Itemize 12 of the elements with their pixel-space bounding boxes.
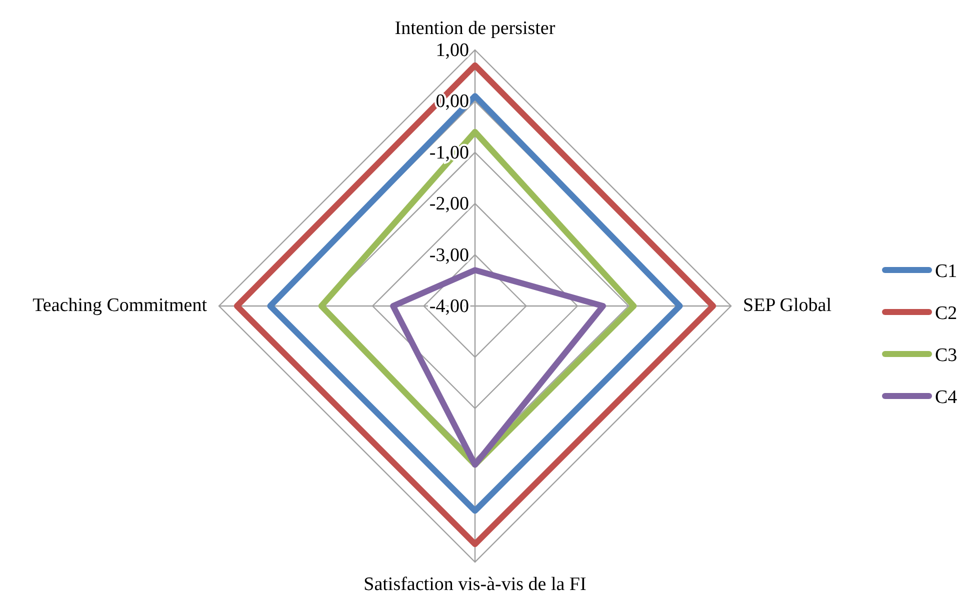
- y-tick-label: 1,00: [436, 40, 469, 61]
- legend-label: C2: [935, 303, 958, 324]
- spoke-label: Intention de persister: [394, 18, 556, 39]
- legend-label: C4: [935, 387, 958, 408]
- y-tick-label: -4,00: [429, 296, 469, 317]
- spoke-label: Satisfaction vis-à-vis de la FI: [364, 574, 586, 595]
- spoke-label: Teaching Commitment: [32, 295, 208, 316]
- legend-label: C1: [935, 261, 958, 282]
- y-tick-label: -3,00: [429, 244, 469, 266]
- legend-label: C3: [935, 345, 958, 366]
- spoke-label: SEP Global: [743, 295, 832, 316]
- y-tick-label: -2,00: [429, 194, 469, 215]
